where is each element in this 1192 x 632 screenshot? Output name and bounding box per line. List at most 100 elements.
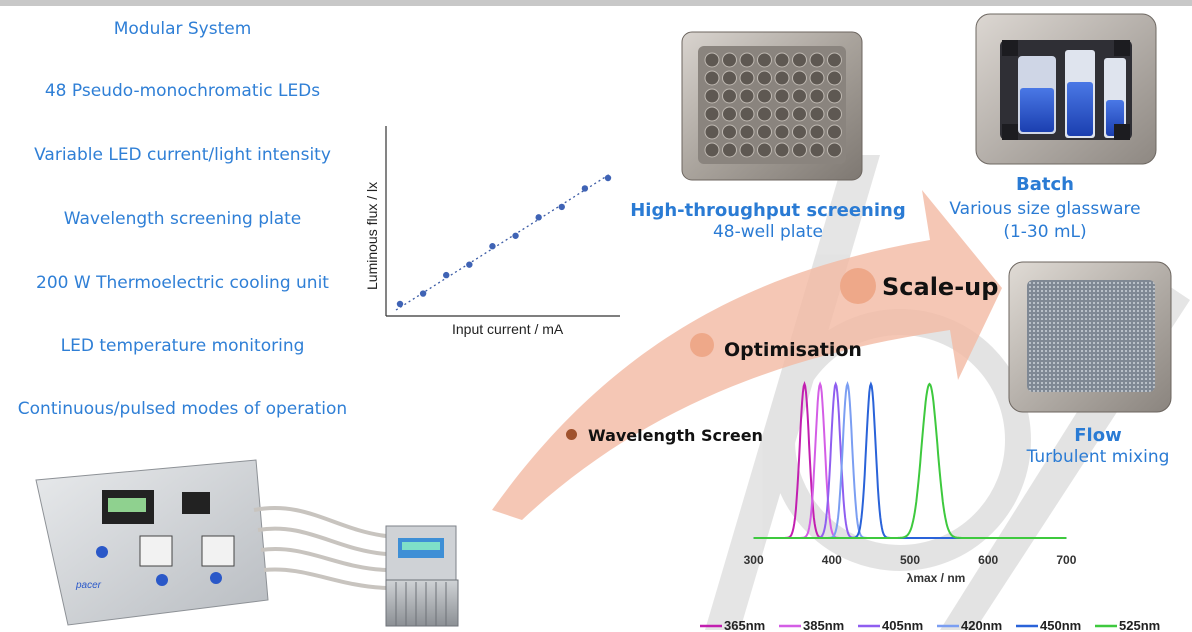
well xyxy=(704,106,720,122)
well xyxy=(774,124,790,140)
batch-line1: Various size glassware xyxy=(949,199,1141,219)
well xyxy=(722,106,737,122)
well xyxy=(739,88,755,104)
well xyxy=(827,106,842,122)
well xyxy=(792,124,807,140)
spectrum-450nm xyxy=(753,381,1067,539)
well xyxy=(739,142,755,158)
device-brand: pacer xyxy=(75,580,102,591)
feature-leds: 48 Pseudo-monochromatic LEDs xyxy=(44,81,321,101)
stage-dot-scale-up xyxy=(840,268,876,304)
hts-title: High-throughput screening xyxy=(630,200,906,221)
well xyxy=(809,124,825,140)
well xyxy=(774,88,790,104)
well xyxy=(757,106,772,122)
well xyxy=(809,88,825,104)
feature-current: Variable LED current/light intensity xyxy=(34,145,331,165)
legend-label-385nm: 385nm xyxy=(803,618,844,632)
flow-subtitle: Turbulent mixing xyxy=(1026,447,1170,467)
well xyxy=(827,70,842,86)
batch-holder-photo xyxy=(975,13,1157,165)
legend-label-450nm: 450nm xyxy=(1040,618,1081,632)
inset-point xyxy=(419,290,427,297)
feature-screening-plate: Wavelength screening plate xyxy=(63,209,302,229)
well xyxy=(704,88,720,104)
inset-point xyxy=(558,203,565,211)
well xyxy=(739,52,755,68)
inset-flux-chart: Input current / mA Luminous flux / lx xyxy=(364,126,620,337)
well xyxy=(722,124,737,140)
well xyxy=(774,106,790,122)
pacer-device-photo: pacer xyxy=(35,459,459,627)
inset-point xyxy=(535,214,542,221)
inset-points xyxy=(396,174,612,308)
well xyxy=(739,70,755,86)
well xyxy=(827,88,842,104)
well xyxy=(774,70,790,86)
stage-scale-up: Scale-up xyxy=(882,273,999,301)
well xyxy=(792,88,807,104)
inset-point xyxy=(396,300,404,308)
legend-label-365nm: 365nm xyxy=(724,618,765,632)
inset-y-label: Luminous flux / lx xyxy=(364,182,380,290)
well xyxy=(809,106,825,122)
well xyxy=(757,124,772,140)
spectrum-405nm xyxy=(753,381,1067,539)
well xyxy=(827,142,842,158)
inset-point xyxy=(512,232,519,239)
well xyxy=(704,52,720,68)
feature-modes: Continuous/pulsed modes of operation xyxy=(17,399,348,419)
well xyxy=(757,88,772,104)
well xyxy=(792,106,807,122)
well xyxy=(704,70,720,86)
well xyxy=(827,124,842,140)
legend-label-525nm: 525nm xyxy=(1119,618,1160,632)
well xyxy=(809,70,825,86)
x-tick-label: 600 xyxy=(978,553,998,567)
spectrum-525nm xyxy=(753,382,1067,539)
batch-title: Batch xyxy=(1016,174,1074,195)
inset-x-label: Input current / mA xyxy=(452,321,564,337)
spectra-legend: 365nm 385nm 405nm 420nm 450nm 525nm xyxy=(700,618,1160,632)
spectra-x-ticks: 300 400 500 600 700 xyxy=(744,553,1077,567)
legend-label-420nm: 420nm xyxy=(961,618,1002,632)
well xyxy=(739,106,755,122)
well xyxy=(704,124,720,140)
flow-reactor-photo xyxy=(1008,261,1172,413)
top-border xyxy=(0,0,1192,6)
feature-cooling: 200 W Thermoelectric cooling unit xyxy=(36,273,329,293)
x-tick-label: 300 xyxy=(744,553,764,567)
well xyxy=(809,142,825,158)
well xyxy=(739,124,755,140)
x-tick-label: 400 xyxy=(822,553,842,567)
well-plate-photo xyxy=(681,31,863,181)
well xyxy=(722,88,737,104)
well xyxy=(722,142,737,158)
spectrum-365nm xyxy=(753,381,1067,539)
inset-point xyxy=(466,261,473,268)
inset-point xyxy=(604,174,612,182)
spectrum-385nm xyxy=(753,381,1067,539)
spectra-x-label: λmax / nm xyxy=(907,571,966,585)
batch-line2: (1-30 mL) xyxy=(1003,222,1087,242)
inset-trend-line xyxy=(395,173,611,311)
flow-title: Flow xyxy=(1074,425,1122,446)
well xyxy=(757,52,772,68)
well xyxy=(792,142,807,158)
spectra-series xyxy=(753,381,1067,539)
hts-subtitle: 48-well plate xyxy=(712,222,824,242)
inset-point xyxy=(443,271,450,279)
stage-dot-optimisation xyxy=(690,333,714,357)
inset-point xyxy=(489,243,496,250)
stage-dot-wavelength xyxy=(566,429,577,440)
x-tick-label: 700 xyxy=(1056,553,1076,567)
feature-temperature: LED temperature monitoring xyxy=(60,336,305,356)
well xyxy=(792,70,807,86)
stage-wavelength-screen: Wavelength Screen xyxy=(588,426,763,445)
well xyxy=(757,70,772,86)
stage-optimisation: Optimisation xyxy=(724,339,862,361)
legend-label-405nm: 405nm xyxy=(882,618,923,632)
well xyxy=(792,52,807,68)
emission-spectra-chart: 300 400 500 600 700 λmax / nm 365nm 385nm 405n… xyxy=(700,381,1160,632)
well xyxy=(774,52,790,68)
